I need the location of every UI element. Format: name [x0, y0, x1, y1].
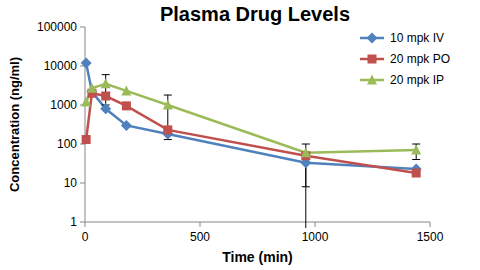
x-tick-label: 500	[190, 230, 210, 244]
error-bar-cap	[102, 74, 110, 75]
background	[0, 0, 480, 270]
y-tick-label: 1000	[50, 98, 77, 112]
x-axis-label: Time (min)	[222, 249, 293, 265]
legend-marker	[367, 33, 378, 44]
data-point	[100, 103, 111, 114]
legend-marker	[368, 55, 377, 64]
x-tick	[200, 222, 201, 227]
y-tick-label: 100	[57, 137, 77, 151]
x-tick-label: 1000	[302, 230, 329, 244]
data-point	[411, 145, 421, 155]
y-tick-label: 1	[70, 215, 77, 229]
x-tick-label: 0	[82, 230, 89, 244]
y-tick	[80, 183, 85, 184]
series-line	[86, 84, 416, 153]
series-line	[86, 63, 416, 169]
error-bar-cap	[164, 95, 172, 96]
data-point	[122, 101, 131, 110]
y-tick	[80, 222, 85, 223]
title: Plasma Drug Levels	[160, 3, 350, 25]
y-tick-label: 10	[64, 176, 78, 190]
plot-area	[81, 57, 422, 228]
legend: 10 mpk IV 20 mpk PO 20 mpk IP	[360, 31, 450, 87]
legend-label: 20 mpk IP	[390, 73, 444, 87]
x-tick	[430, 222, 431, 227]
data-point	[101, 78, 111, 88]
chart: Plasma Drug Levels 1 10 100 1000 10000 100000 0…	[0, 0, 480, 270]
y-axis	[85, 27, 86, 222]
y-tick-label: 10000	[44, 59, 78, 73]
y-tick-label: 100000	[37, 20, 77, 34]
error-bar-cap	[412, 144, 420, 145]
data-point	[87, 83, 97, 93]
x-axis	[85, 222, 430, 223]
x-tick-label: 1500	[417, 230, 444, 244]
data-point	[81, 96, 91, 106]
error-bar	[412, 144, 420, 160]
data-point	[163, 125, 172, 134]
data-point	[81, 57, 92, 68]
data-point	[163, 100, 173, 110]
data-point	[82, 135, 91, 144]
data-point	[101, 92, 110, 101]
data-point	[121, 120, 132, 131]
data-point	[121, 85, 131, 95]
legend-marker	[367, 75, 377, 85]
x-tick	[315, 222, 316, 227]
data-point	[412, 169, 421, 178]
x-tick	[85, 222, 86, 227]
legend-label: 10 mpk IV	[390, 31, 444, 45]
y-tick	[80, 27, 85, 28]
error-bar	[302, 144, 310, 228]
legend-label: 20 mpk PO	[390, 52, 450, 66]
data-point	[301, 147, 311, 157]
error-bar-cap	[302, 144, 310, 145]
y-axis-label: Concentration (ng/ml)	[7, 57, 22, 192]
error-bar-cap	[412, 159, 420, 160]
error-bar	[102, 75, 110, 105]
